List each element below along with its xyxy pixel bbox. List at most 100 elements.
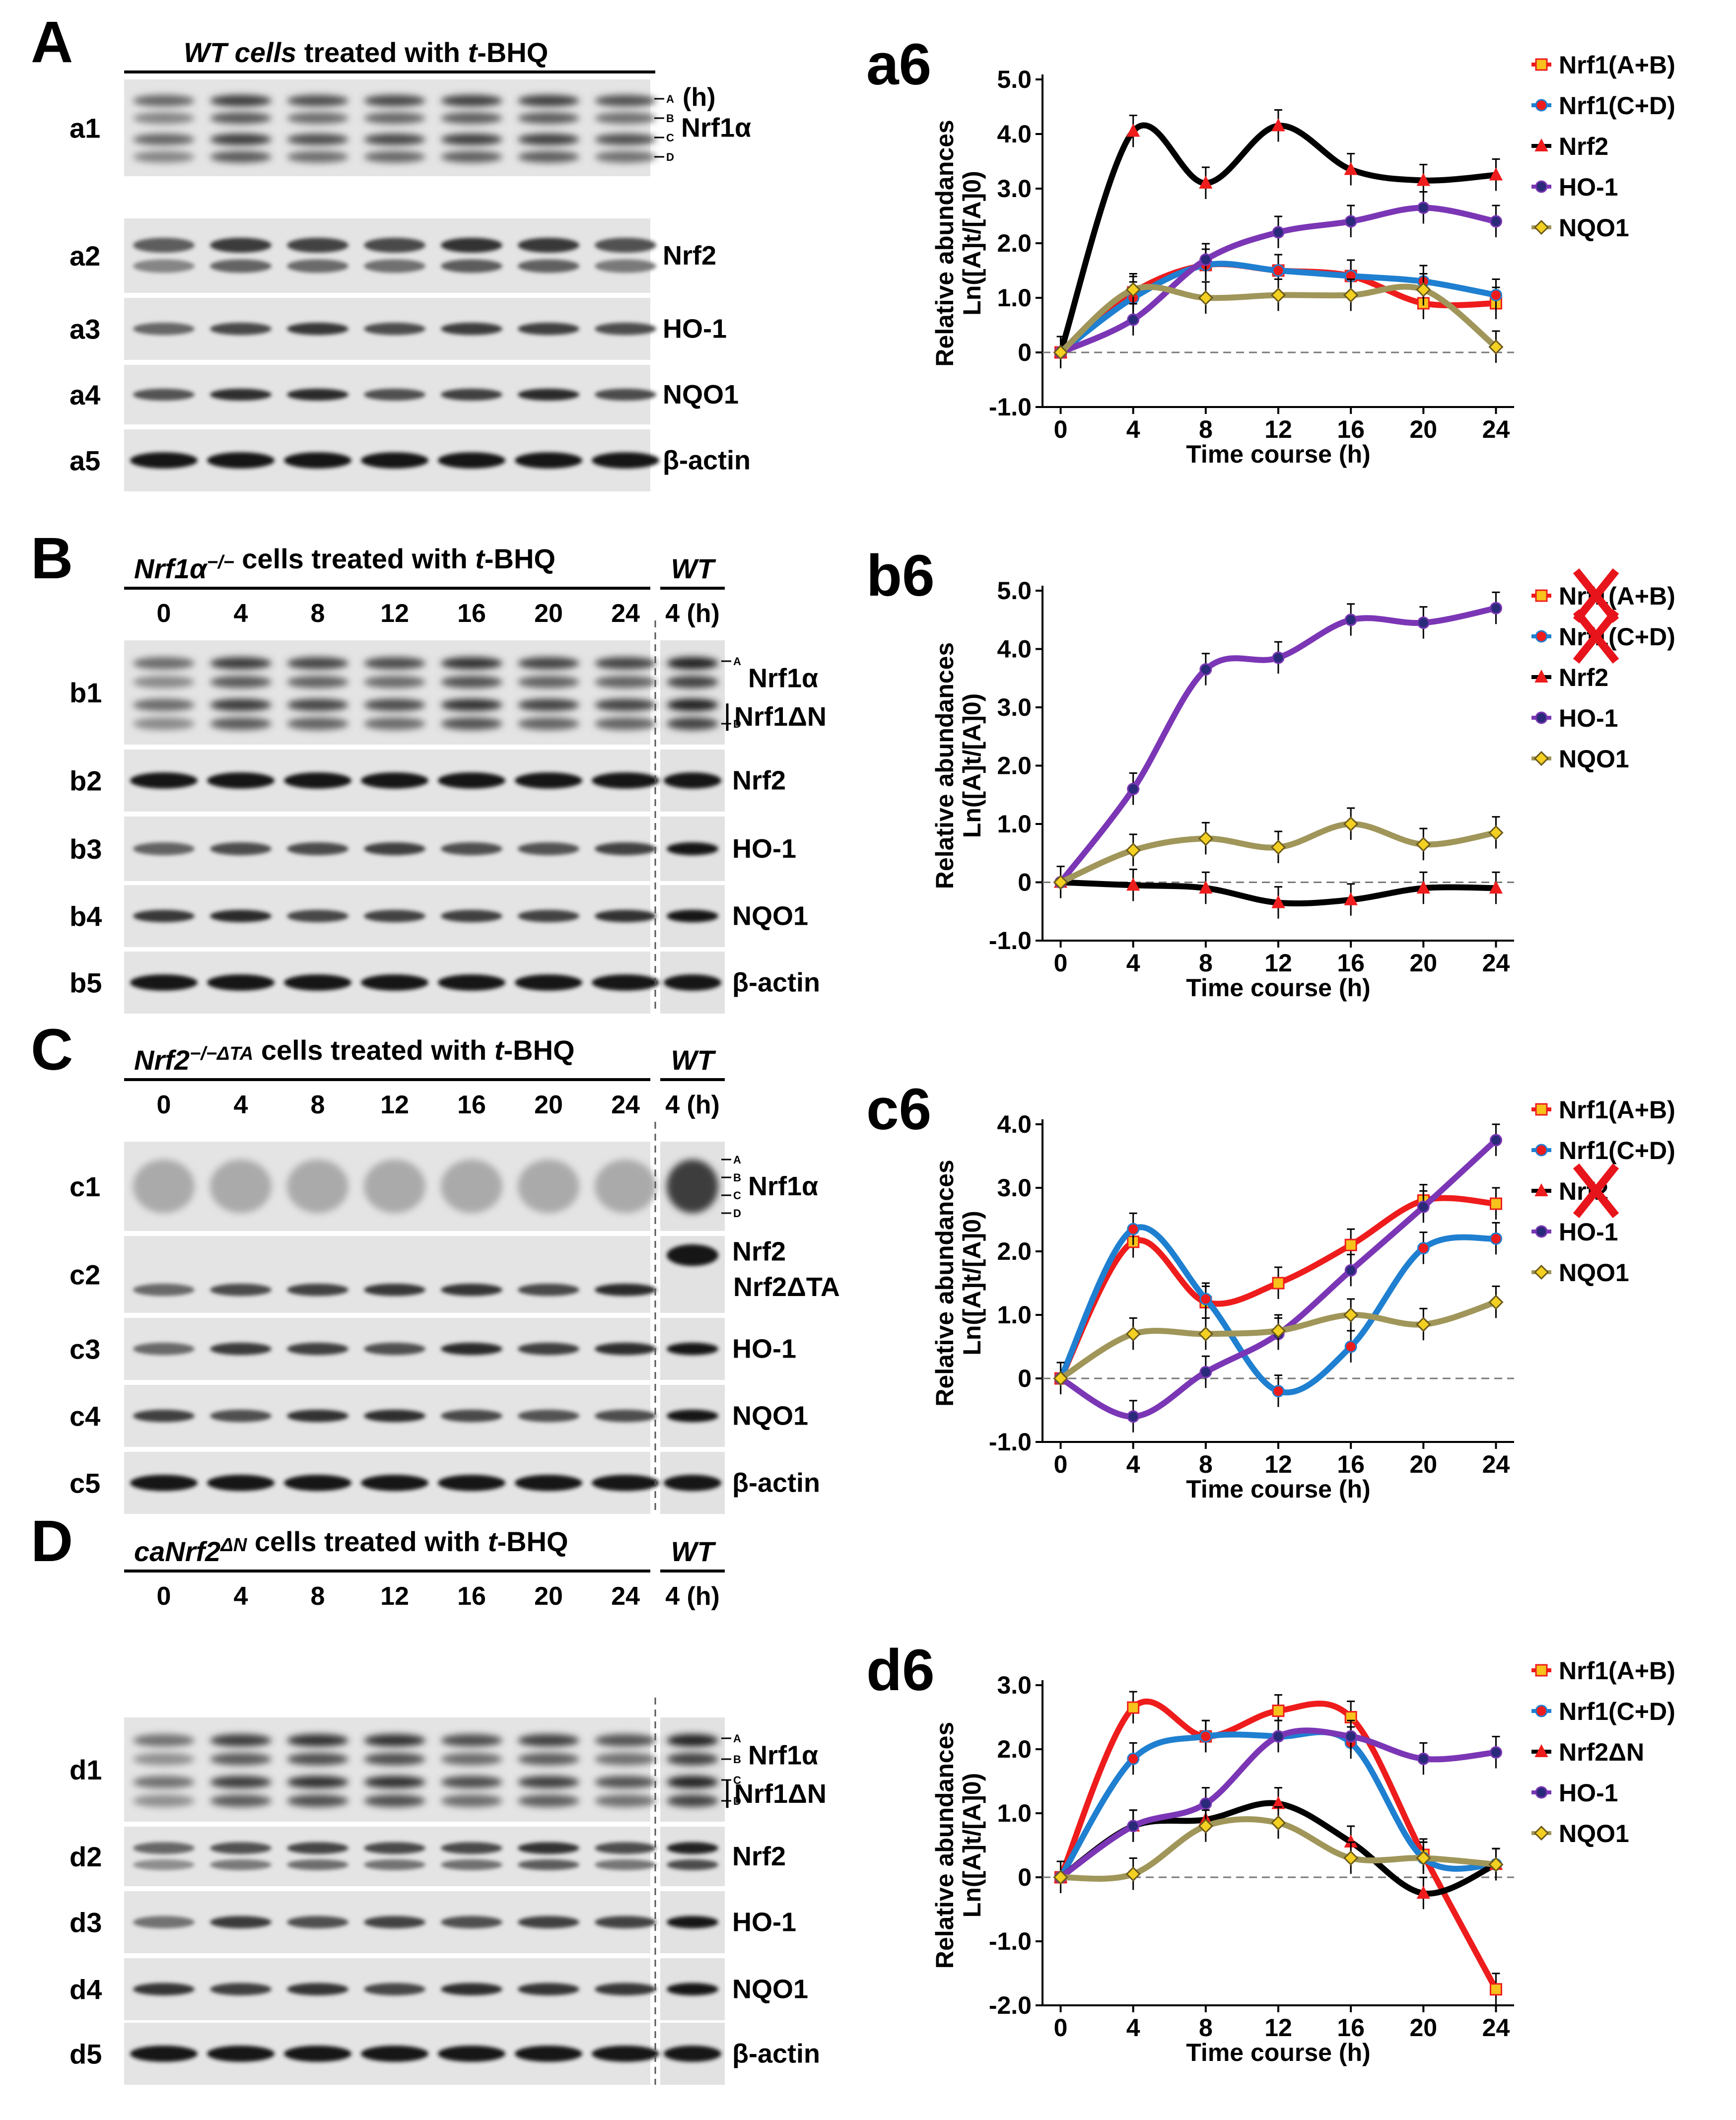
band: [210, 134, 272, 145]
y-axis-subtitle: Ln([A]t/[A]0): [958, 693, 986, 838]
data-point: [1127, 783, 1140, 795]
y-tick-label: -1.0: [989, 1927, 1032, 1955]
band-mark: B: [733, 1753, 741, 1766]
x-tick-label: 4: [1126, 1450, 1140, 1478]
time-label: 20: [534, 1582, 563, 1611]
row-label: c2: [69, 1259, 100, 1291]
band: [133, 717, 195, 730]
band: [133, 1842, 195, 1854]
chart-label: c6: [866, 1077, 931, 1142]
band: [284, 2046, 351, 2062]
y-axis-subtitle: Ln([A]t/[A]0): [958, 171, 986, 316]
blot-row-a5: a5 β-actin: [69, 429, 751, 491]
band: [441, 676, 502, 688]
protein-label: Nrf1α: [748, 1741, 818, 1771]
data-point: [1053, 875, 1068, 890]
band: [595, 1983, 656, 1995]
protein-label: β-actin: [663, 446, 751, 476]
y-tick-label: 1.0: [997, 810, 1032, 838]
blot-title: Nrf2−/−ΔTA cells treated with t-BHQ: [134, 1034, 575, 1076]
data-point: [1053, 344, 1068, 360]
data-point: [1344, 614, 1357, 626]
band: [364, 112, 425, 124]
band: [441, 1776, 502, 1788]
protein-label: Nrf2: [732, 1237, 786, 1267]
data-point: [1489, 1197, 1502, 1210]
legend-marker: [1534, 1744, 1548, 1757]
protein-label: NQO1: [663, 380, 739, 410]
protein-label: β-actin: [732, 2039, 820, 2069]
time-label: 16: [457, 1091, 486, 1119]
data-point: [1488, 1857, 1504, 1872]
y-tick-label: 2.0: [997, 229, 1032, 257]
band: [364, 238, 425, 253]
band: [361, 452, 428, 469]
band: [518, 1842, 579, 1854]
data-point: [1272, 264, 1285, 277]
y-tick-label: 2.0: [997, 1237, 1032, 1265]
blot-row-c5: c5 β-actin: [69, 1452, 820, 1514]
band: [441, 1284, 502, 1296]
band: [133, 698, 195, 711]
time-label: 8: [311, 1091, 325, 1119]
x-tick-label: 4: [1126, 2014, 1140, 2042]
band: [210, 112, 272, 124]
band: [441, 112, 502, 124]
band: [364, 842, 425, 855]
data-point: [1199, 175, 1213, 189]
data-point: [1272, 1385, 1285, 1398]
band: [518, 1160, 579, 1213]
band: [595, 1776, 656, 1788]
data-point: [1272, 1277, 1285, 1290]
legend-entry: NQO1: [1559, 214, 1629, 242]
data-point: [1272, 1730, 1285, 1743]
band: [210, 676, 272, 688]
band: [515, 2046, 582, 2062]
band: [210, 717, 272, 730]
band: [364, 389, 425, 401]
y-tick-label: 2.0: [997, 752, 1032, 780]
band: [438, 2046, 505, 2062]
band: [595, 112, 656, 124]
extra-label: Nrf2ΔTA: [733, 1272, 840, 1302]
band: [133, 95, 195, 107]
data-point: [1489, 1746, 1502, 1759]
data-point: [1125, 1866, 1141, 1882]
data-point: [1053, 1869, 1068, 1885]
band: [287, 1753, 348, 1766]
band: [287, 717, 348, 730]
band: [287, 1284, 348, 1296]
band: [664, 2046, 721, 2062]
band: [667, 1842, 718, 1854]
band: [207, 2046, 275, 2062]
blot-row-d5: d5 β-actin: [69, 2023, 820, 2085]
panel-label-D: D: [31, 1508, 73, 1574]
y-tick-label: 4.0: [997, 635, 1032, 663]
x-tick-label: 0: [1054, 415, 1068, 443]
band: [284, 452, 351, 469]
data-point: [1416, 1886, 1430, 1899]
band: [361, 974, 428, 991]
band: [130, 452, 198, 469]
data-point: [1417, 1752, 1430, 1765]
data-point: [1272, 651, 1285, 664]
y-tick-label: 4.0: [997, 1110, 1032, 1138]
band: [287, 910, 348, 922]
row-label: a1: [69, 113, 100, 144]
data-point: [1198, 290, 1213, 306]
band: [287, 676, 348, 688]
blot-row-d2: d2 Nrf2: [69, 1827, 786, 1886]
series-line-Nrf2: [1057, 122, 1499, 355]
chart-c6: c6 4.0 3.0 2.0 1.0 0 -1.0 0 4 8 12 16 20 24 Time cours…: [866, 1077, 1675, 1503]
band: [210, 1916, 272, 1928]
data-point: [1127, 1701, 1140, 1714]
row-label: d3: [69, 1907, 102, 1938]
blot-row-b3: b3 HO-1: [69, 817, 796, 881]
band: [518, 1916, 579, 1928]
band: [595, 95, 656, 107]
data-point: [1199, 1797, 1212, 1810]
data-point: [1199, 1293, 1212, 1305]
band: [592, 2046, 659, 2062]
